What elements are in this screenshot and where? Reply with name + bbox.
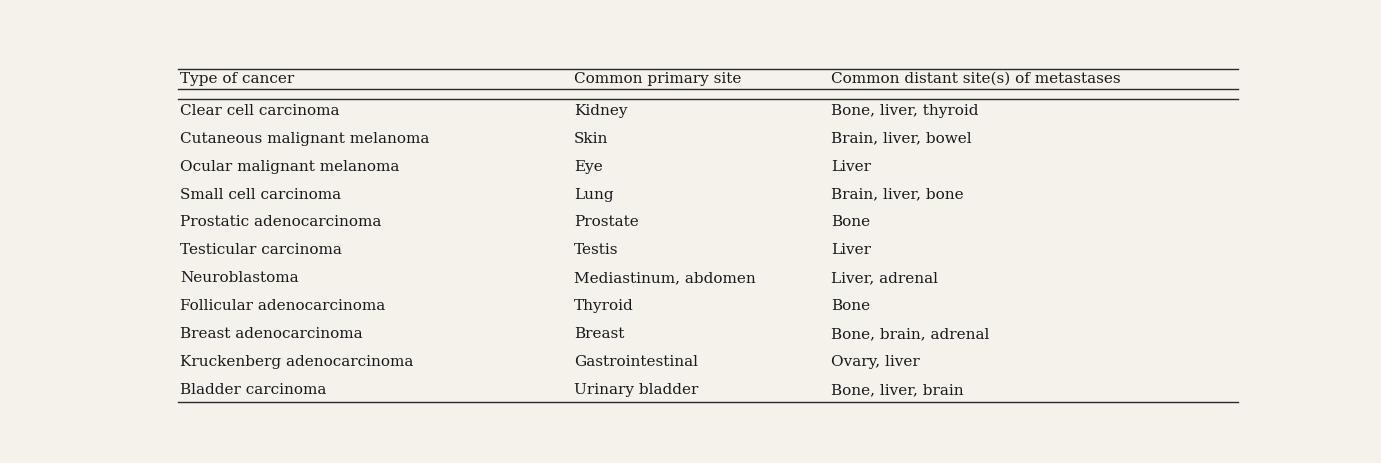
Text: Gastrointestinal: Gastrointestinal bbox=[574, 355, 697, 369]
Text: Small cell carcinoma: Small cell carcinoma bbox=[180, 188, 341, 201]
Text: Prostatic adenocarcinoma: Prostatic adenocarcinoma bbox=[180, 215, 381, 230]
Text: Bone, liver, brain: Bone, liver, brain bbox=[831, 383, 964, 397]
Text: Clear cell carcinoma: Clear cell carcinoma bbox=[180, 104, 340, 118]
Text: Liver: Liver bbox=[831, 160, 871, 174]
Text: Thyroid: Thyroid bbox=[574, 299, 634, 313]
Text: Bone, brain, adrenal: Bone, brain, adrenal bbox=[831, 327, 989, 341]
Text: Prostate: Prostate bbox=[574, 215, 639, 230]
Text: Ocular malignant melanoma: Ocular malignant melanoma bbox=[180, 160, 399, 174]
Text: Kidney: Kidney bbox=[574, 104, 627, 118]
Text: Breast adenocarcinoma: Breast adenocarcinoma bbox=[180, 327, 363, 341]
Text: Urinary bladder: Urinary bladder bbox=[574, 383, 699, 397]
Text: Testis: Testis bbox=[574, 244, 619, 257]
Text: Common primary site: Common primary site bbox=[574, 72, 742, 86]
Text: Ovary, liver: Ovary, liver bbox=[831, 355, 920, 369]
Text: Breast: Breast bbox=[574, 327, 624, 341]
Text: Common distant site(s) of metastases: Common distant site(s) of metastases bbox=[831, 72, 1120, 86]
Text: Liver, adrenal: Liver, adrenal bbox=[831, 271, 938, 285]
Text: Kruckenberg adenocarcinoma: Kruckenberg adenocarcinoma bbox=[180, 355, 413, 369]
Text: Liver: Liver bbox=[831, 244, 871, 257]
Text: Mediastinum, abdomen: Mediastinum, abdomen bbox=[574, 271, 755, 285]
Text: Cutaneous malignant melanoma: Cutaneous malignant melanoma bbox=[180, 132, 429, 146]
Text: Follicular adenocarcinoma: Follicular adenocarcinoma bbox=[180, 299, 385, 313]
Text: Testicular carcinoma: Testicular carcinoma bbox=[180, 244, 342, 257]
Text: Neuroblastoma: Neuroblastoma bbox=[180, 271, 298, 285]
Text: Bone: Bone bbox=[831, 215, 870, 230]
Text: Skin: Skin bbox=[574, 132, 609, 146]
Text: Eye: Eye bbox=[574, 160, 602, 174]
Text: Type of cancer: Type of cancer bbox=[180, 72, 294, 86]
Text: Brain, liver, bowel: Brain, liver, bowel bbox=[831, 132, 971, 146]
Text: Bone: Bone bbox=[831, 299, 870, 313]
Text: Brain, liver, bone: Brain, liver, bone bbox=[831, 188, 964, 201]
Text: Bone, liver, thyroid: Bone, liver, thyroid bbox=[831, 104, 978, 118]
Text: Lung: Lung bbox=[574, 188, 613, 201]
Text: Bladder carcinoma: Bladder carcinoma bbox=[180, 383, 326, 397]
